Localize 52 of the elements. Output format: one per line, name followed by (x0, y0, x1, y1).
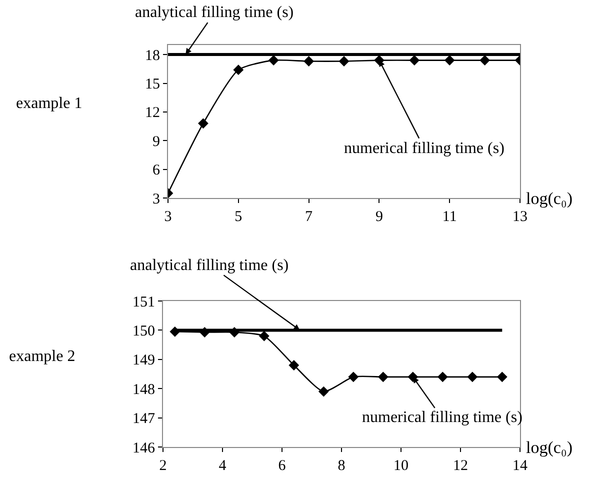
point (378, 372, 388, 382)
x-tick-label: 13 (512, 209, 528, 225)
y-tick-label: 18 (145, 48, 160, 64)
annotation: analytical filling time (s) (135, 4, 294, 21)
point (198, 118, 208, 129)
y-tick-label: 150 (132, 323, 155, 340)
y-tick-label: 3 (152, 191, 160, 208)
point (229, 327, 240, 338)
y-tick-label: 15 (145, 76, 160, 92)
x-tick-label: 12 (453, 458, 468, 474)
y-axis-title: example 2 (9, 348, 76, 365)
annotation: analytical filling time (s) (130, 257, 289, 274)
point (170, 326, 180, 337)
x-tick-label: 14 (512, 458, 528, 474)
point (304, 56, 314, 66)
point (318, 386, 329, 397)
point (288, 360, 300, 370)
point (496, 372, 508, 382)
point (409, 55, 420, 66)
x-axis-title: log(c₀) (526, 438, 573, 457)
point (199, 327, 210, 338)
x-axis-title: log(c₀) (526, 189, 573, 208)
y-tick-label: 148 (132, 382, 155, 398)
point (467, 372, 478, 382)
point (437, 372, 448, 382)
point (258, 330, 270, 342)
point (268, 55, 279, 66)
x-tick-label: 9 (375, 209, 383, 225)
point (444, 55, 455, 66)
y-tick-label: 151 (132, 294, 155, 310)
y-tick-label: 9 (152, 134, 160, 150)
y-axis-title: example 1 (16, 95, 82, 112)
point (338, 56, 350, 66)
y-tick-label: 6 (152, 162, 160, 179)
annotation: numerical filling time (s) (362, 409, 522, 426)
y-tick-label: 146 (132, 440, 156, 456)
y-tick-label: 12 (145, 105, 160, 122)
x-tick-label: 6 (278, 458, 286, 474)
x-tick-label: 8 (338, 458, 346, 474)
x-tick-label: 4 (218, 458, 227, 474)
x-tick-label: 5 (234, 209, 242, 225)
point (233, 64, 244, 76)
y-tick-label: 147 (132, 411, 156, 428)
point (348, 372, 359, 382)
point (480, 55, 490, 66)
x-tick-label: 3 (164, 209, 172, 225)
x-tick-label: 2 (159, 458, 167, 474)
y-tick-label: 149 (132, 352, 155, 369)
x-tick-label: 11 (442, 209, 457, 225)
x-tick-label: 10 (394, 458, 408, 474)
annotation: numerical filling time (s) (344, 140, 504, 157)
x-tick-label: 7 (305, 209, 314, 225)
